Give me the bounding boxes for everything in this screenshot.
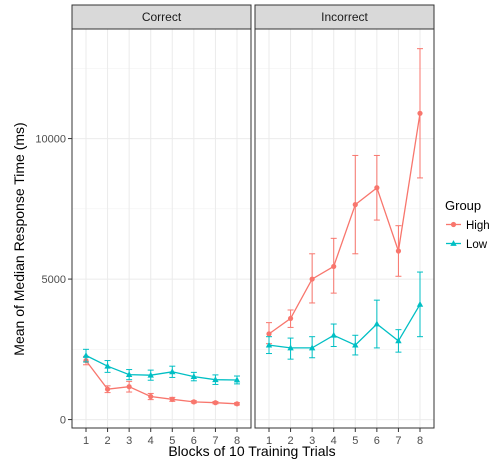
data-point [104, 362, 111, 369]
strip-incorrect [254, 4, 435, 30]
data-point [265, 341, 273, 348]
x-tick-label: 7 [212, 435, 218, 447]
series-high-incorrect [266, 48, 423, 345]
y-tick-label: 0 [60, 415, 66, 427]
x-tick-label: 4 [148, 435, 154, 447]
strip-label-incorrect: Incorrect [321, 10, 368, 24]
panel-background-correct [72, 29, 251, 428]
x-tick-label: 4 [331, 435, 337, 447]
x-tick-label: 2 [288, 435, 294, 447]
x-axes: 1 2 3 4 5 6 7 8 1 2 3 4 5 6 7 8 [83, 428, 423, 447]
data-point [233, 376, 241, 383]
data-point [374, 185, 380, 191]
series-line [85, 354, 238, 381]
data-point [308, 344, 316, 351]
legend-item-low: Low [445, 235, 488, 252]
data-point [417, 110, 423, 116]
x-tick-label: 6 [191, 435, 197, 447]
x-tick-label: 7 [395, 435, 401, 447]
legend-key-marker [450, 240, 457, 246]
data-point [266, 331, 272, 337]
series-line [85, 360, 238, 405]
data-point [190, 373, 198, 379]
x-tick-label: 3 [309, 435, 315, 447]
series-line [268, 304, 421, 349]
x-tick-label: 6 [374, 435, 380, 447]
x-tick-label: 8 [234, 435, 240, 447]
data-point [352, 341, 359, 348]
data-point [287, 315, 294, 322]
x-tick-label: 5 [169, 435, 175, 447]
x-axis-title: Blocks of 10 Training Trials [168, 443, 335, 459]
panel-border-incorrect [254, 28, 435, 429]
legend-key-marker [450, 221, 457, 228]
data-point [395, 248, 402, 254]
data-point [309, 276, 315, 282]
y-axis-title: Mean of Median Response Time (ms) [11, 122, 27, 355]
data-point [126, 384, 132, 390]
legend: Group High Low [445, 198, 490, 252]
data-point [352, 202, 358, 208]
data-point [147, 371, 154, 378]
x-tick-label: 8 [417, 435, 423, 447]
legend-title: Group [445, 198, 481, 213]
y-axis: 0 5000 10000 [35, 134, 72, 427]
x-tick-label: 2 [105, 435, 111, 447]
x-tick-label: 1 [83, 435, 89, 447]
data-point [287, 344, 294, 351]
data-point [82, 352, 90, 358]
strip-correct [71, 4, 252, 30]
data-point [212, 400, 219, 406]
panel-incorrect: Incorrect [254, 4, 435, 429]
strip-label-correct: Correct [142, 10, 182, 24]
y-tick-label: 5000 [42, 274, 66, 286]
data-point [395, 337, 402, 344]
series-line [268, 113, 421, 335]
x-tick-label: 1 [266, 435, 272, 447]
series-low-incorrect [265, 271, 424, 360]
data-point [104, 386, 111, 392]
data-point [416, 300, 424, 307]
facet-panels: Correct Incorrect [71, 4, 435, 429]
data-point [169, 368, 176, 375]
data-point [330, 331, 337, 338]
data-point [234, 401, 240, 407]
data-point [125, 371, 133, 378]
data-point [169, 396, 175, 402]
x-tick-label: 3 [126, 435, 132, 447]
data-point [212, 376, 219, 383]
legend-label: High [466, 220, 490, 232]
legend-item-high: High [445, 216, 490, 233]
data-point [148, 393, 154, 400]
series-low-correct [82, 348, 241, 385]
panel-border-correct [71, 28, 252, 429]
data-point [373, 320, 381, 327]
legend-label: Low [466, 239, 488, 251]
panel-correct: Correct [71, 4, 252, 429]
data-point [191, 399, 197, 405]
panel-background-incorrect [255, 29, 434, 428]
y-tick-label: 10000 [35, 134, 66, 146]
x-tick-label: 5 [352, 435, 358, 447]
data-point [331, 263, 337, 270]
